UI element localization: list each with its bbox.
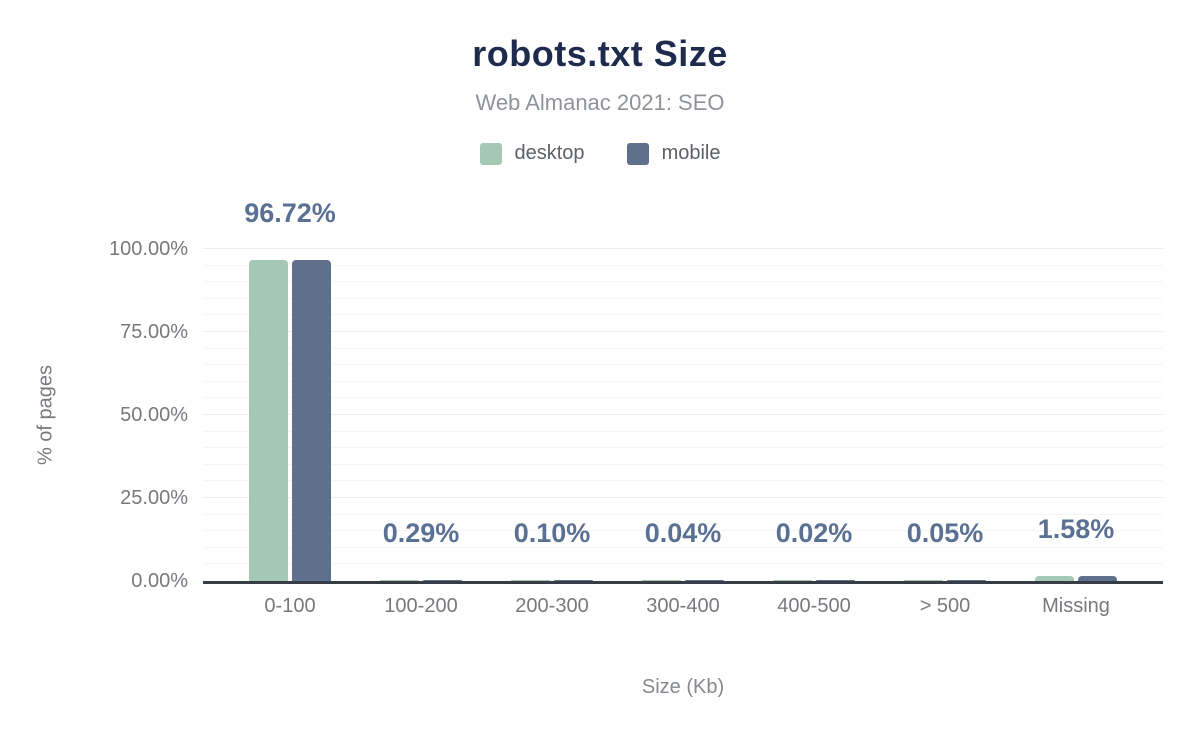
bar-group-Missing [1035,575,1117,581]
mobile-swatch-icon [626,142,649,165]
bar-group-300-400 [642,580,724,581]
x-tick-label: Missing [1042,595,1110,617]
bar-group-200-300 [511,580,593,581]
gridline [203,463,1163,465]
gridline [203,264,1163,266]
legend: desktop mobile [0,142,1200,165]
gridline [203,414,1163,415]
bar-mobile-400-500 [816,580,855,581]
legend-item-mobile[interactable]: mobile [626,142,721,165]
bar-value-label: 0.10% [513,518,591,548]
y-tick-label: 0.00% [131,570,188,592]
gridline [203,297,1163,299]
bar-desktop-100-200 [380,580,419,581]
y-tick-label: 25.00% [120,487,188,509]
x-tick-label: 0-100 [264,595,316,617]
x-tick-label: 100-200 [384,595,458,617]
legend-label-desktop: desktop [514,142,585,164]
bar-desktop-Missing [1035,575,1074,581]
bar-desktop-> 500 [904,580,943,581]
bar-value-label: 0.29% [382,518,460,548]
bar-group-0-100 [249,259,331,581]
bar-mobile-200-300 [554,580,593,581]
bar-desktop-200-300 [511,580,550,581]
gridline [203,331,1163,332]
x-axis-title: Size (Kb) [641,676,725,698]
bar-mobile-0-100 [292,259,331,581]
bar-value-label: 96.72% [244,197,336,228]
gridline [203,530,1163,532]
bar-value-label: 0.02% [775,518,853,548]
bar-group-> 500 [904,580,986,581]
gridline [203,380,1163,382]
y-tick-label: 50.00% [120,404,188,426]
gridline [203,314,1163,316]
gridline [203,497,1163,498]
gridline [203,563,1163,565]
gridline [203,447,1163,449]
gridline [203,397,1163,399]
x-tick-label: 200-300 [515,595,589,617]
gridline [203,430,1163,432]
gridline [203,513,1163,515]
bar-mobile-> 500 [947,580,986,581]
bar-group-400-500 [773,580,855,581]
gridline [203,480,1163,482]
gridline [203,546,1163,548]
y-tick-label: 75.00% [120,321,188,343]
bar-desktop-0-100 [249,259,288,581]
bar-value-label: 0.05% [906,518,984,548]
bar-mobile-100-200 [423,580,462,581]
gridline [203,364,1163,366]
gridline [203,281,1163,283]
plot-area: 96.72% 0.29% 0.10% 0.04% 0.02% 0.05% 1.58% [203,198,1163,584]
legend-label-mobile: mobile [661,142,721,164]
x-tick-label: 400-500 [777,595,851,617]
y-tick-label: 100.00% [109,238,188,260]
bar-group-100-200 [380,580,462,581]
gridline [203,347,1163,349]
legend-item-desktop[interactable]: desktop [479,142,585,165]
x-tick-label: 300-400 [646,595,720,617]
bar-value-label: 1.58% [1037,513,1115,544]
bar-mobile-Missing [1078,575,1117,581]
gridline [203,248,1163,249]
bar-mobile-300-400 [685,580,724,581]
desktop-swatch-icon [479,142,502,165]
x-tick-label: > 500 [919,595,971,617]
bar-value-label: 0.04% [644,518,722,548]
bar-desktop-300-400 [642,580,681,581]
bar-desktop-400-500 [773,580,812,581]
chart-subtitle: Web Almanac 2021: SEO [475,90,725,115]
chart-title: robots.txt Size [472,33,728,74]
